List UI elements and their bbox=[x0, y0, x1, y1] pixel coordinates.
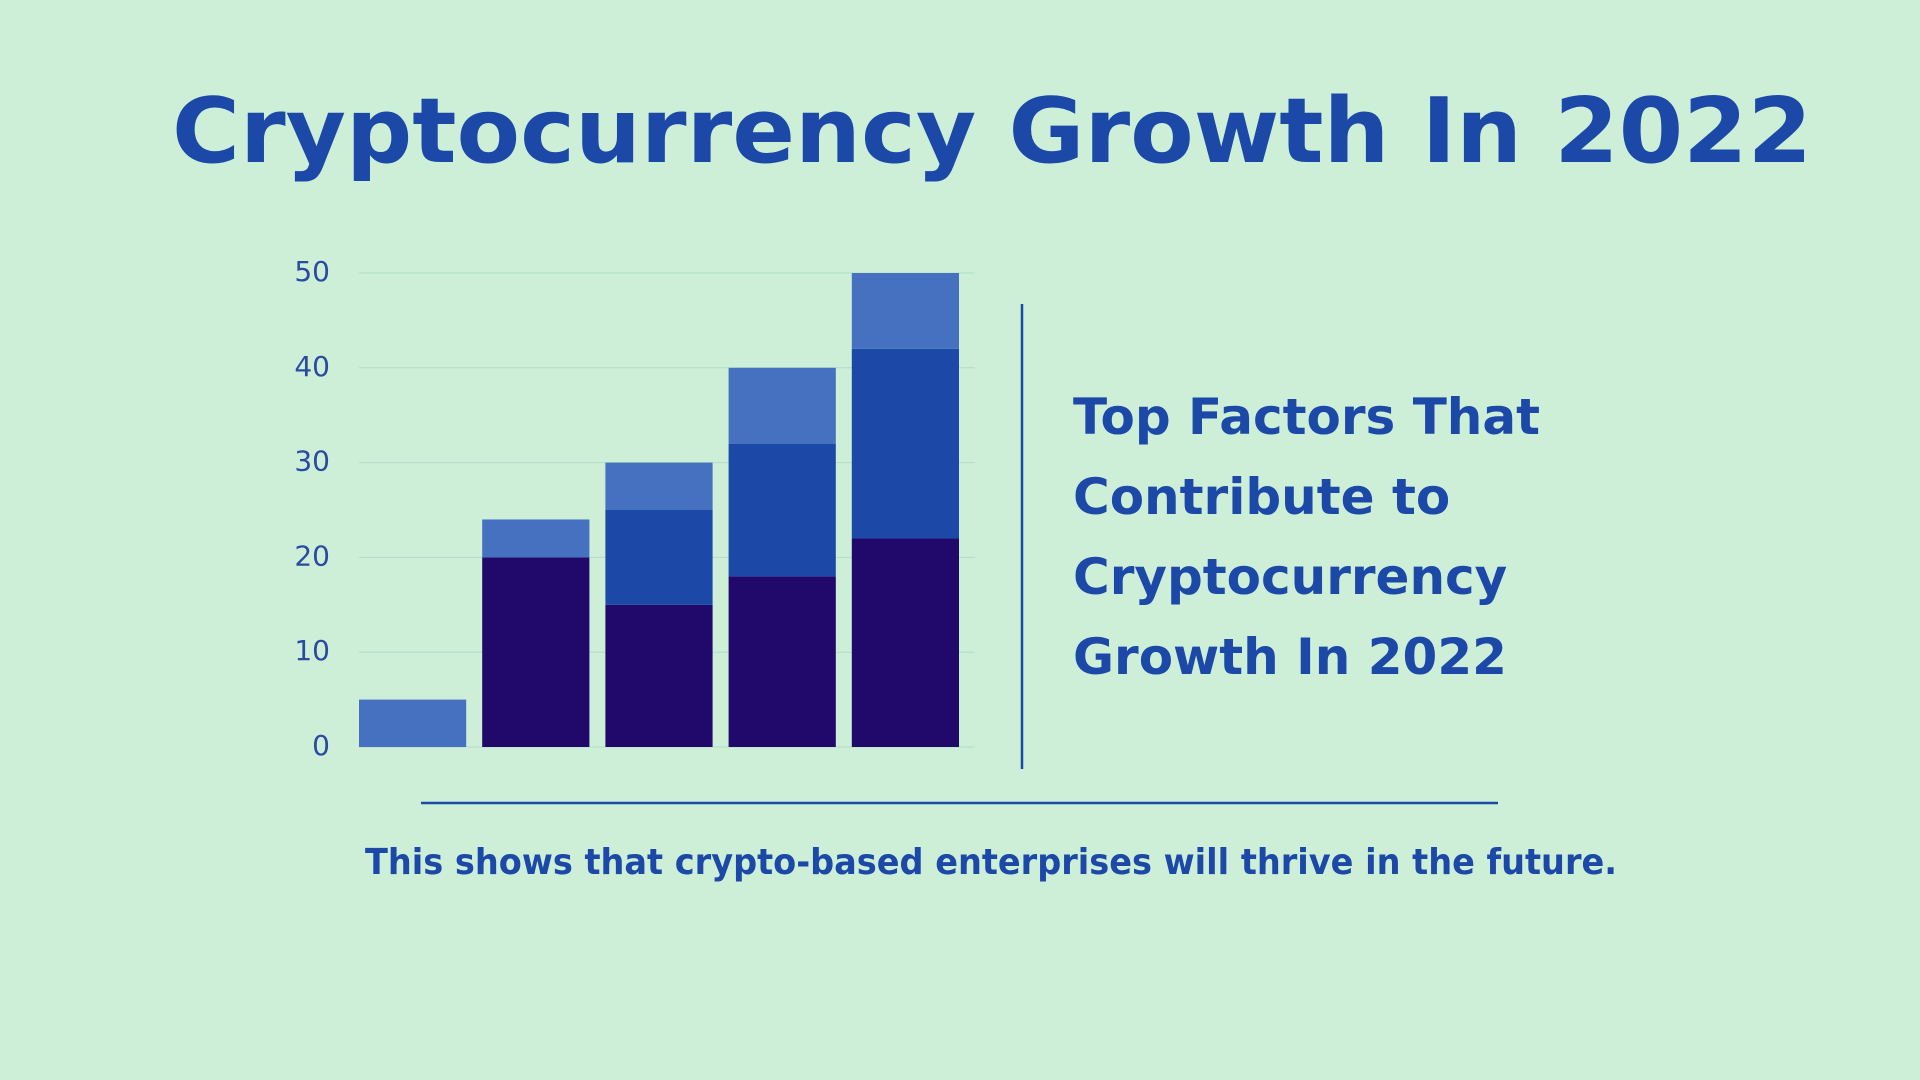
annotation-line: Contribute to bbox=[1073, 468, 1450, 526]
bar-segment bbox=[851, 538, 959, 747]
y-tick-label: 50 bbox=[294, 255, 330, 288]
bar-segment bbox=[728, 367, 836, 444]
bar-segment bbox=[482, 519, 590, 558]
caption: This shows that crypto-based enterprises… bbox=[365, 842, 1617, 883]
bar-segment bbox=[359, 699, 467, 747]
bar-segment bbox=[851, 273, 959, 349]
bar-segment bbox=[728, 576, 836, 747]
y-tick-label: 10 bbox=[294, 634, 330, 667]
annotation-line: Growth In 2022 bbox=[1073, 628, 1507, 686]
bar-segment bbox=[482, 557, 590, 747]
y-tick-label: 20 bbox=[294, 539, 330, 572]
y-tick-label: 30 bbox=[294, 445, 330, 478]
bar-segment bbox=[605, 462, 713, 510]
chart-title: Cryptocurrency Growth In 2022 bbox=[172, 79, 1812, 184]
bar-segment bbox=[728, 443, 836, 577]
bar-segment bbox=[605, 510, 713, 605]
annotation-line: Cryptocurrency bbox=[1073, 548, 1507, 606]
bar-segment bbox=[851, 348, 959, 539]
annotation: Top Factors That Contribute to Cryptocurre… bbox=[1073, 388, 1540, 686]
bar-segment bbox=[605, 604, 713, 747]
annotation-line: Top Factors That bbox=[1073, 388, 1540, 446]
y-tick-label: 40 bbox=[294, 350, 330, 383]
y-tick-label: 0 bbox=[312, 729, 330, 762]
